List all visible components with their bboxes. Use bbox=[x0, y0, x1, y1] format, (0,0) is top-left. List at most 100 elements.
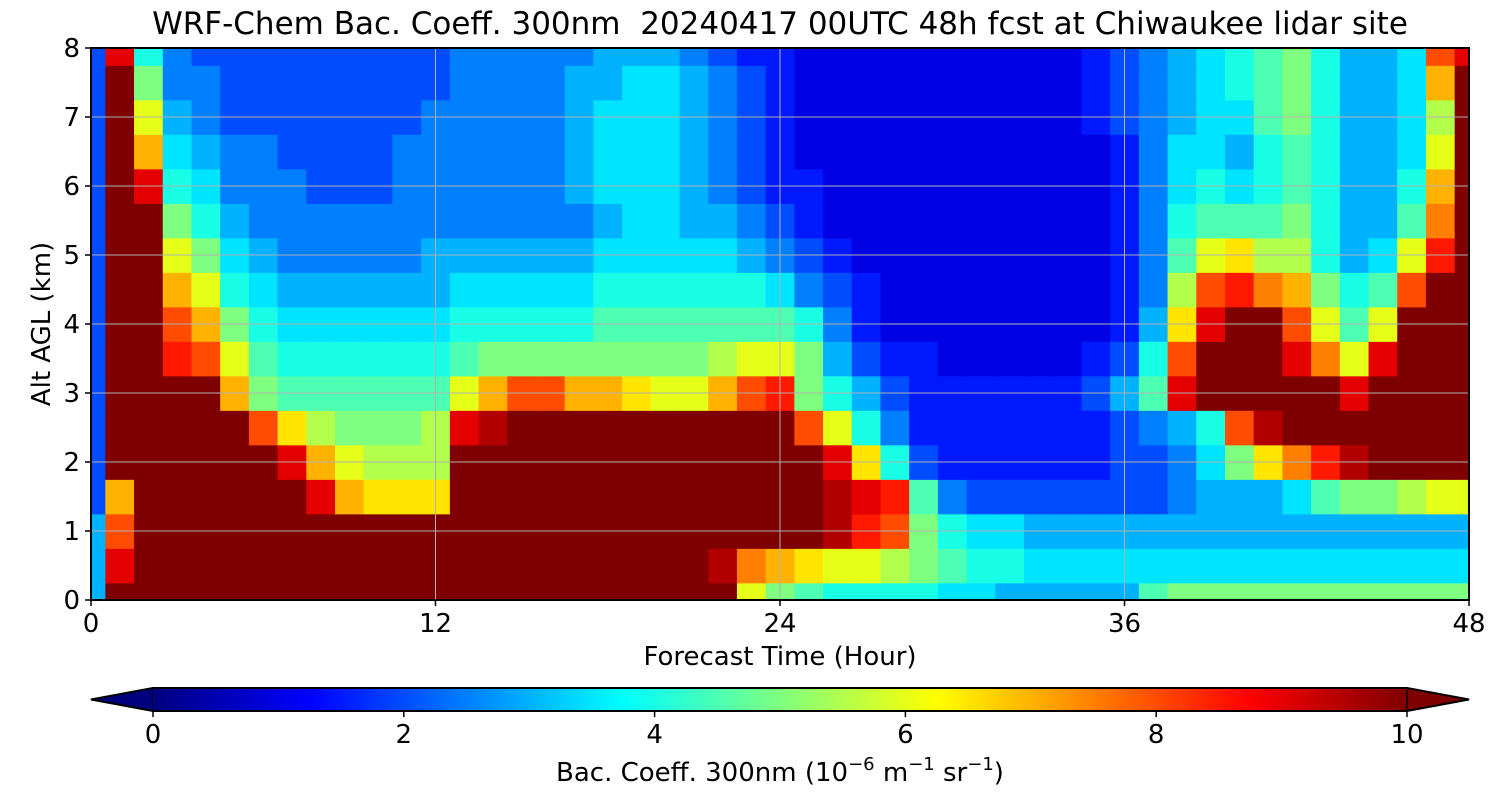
heatmap-cell bbox=[708, 582, 738, 600]
heatmap-cell bbox=[1282, 48, 1312, 66]
heatmap-cell bbox=[823, 65, 853, 101]
heatmap-cell bbox=[966, 48, 996, 66]
heatmap-cell bbox=[162, 582, 193, 600]
heatmap-cell bbox=[736, 203, 767, 239]
heatmap-cell bbox=[449, 341, 480, 377]
heatmap-cell bbox=[535, 203, 566, 239]
heatmap-cell bbox=[1454, 65, 1469, 101]
heatmap-cell bbox=[1397, 48, 1427, 66]
heatmap-cell bbox=[966, 272, 996, 308]
heatmap-cell bbox=[1138, 65, 1169, 101]
heatmap-cell bbox=[1368, 410, 1398, 446]
heatmap-cell bbox=[1397, 410, 1427, 446]
x-tick-label: 0 bbox=[83, 609, 100, 639]
heatmap-cell bbox=[248, 410, 279, 446]
heatmap-cell bbox=[1425, 65, 1456, 101]
heatmap-cell bbox=[650, 479, 681, 515]
heatmap-cell bbox=[105, 410, 135, 446]
heatmap-cell bbox=[91, 341, 106, 377]
heatmap-cell bbox=[1167, 203, 1197, 239]
heatmap-cell bbox=[564, 48, 594, 66]
heatmap-cell bbox=[105, 582, 135, 600]
heatmap-cell bbox=[449, 582, 480, 600]
heatmap-cell bbox=[708, 65, 738, 101]
heatmap-cell bbox=[679, 582, 709, 600]
heatmap-cell bbox=[1368, 582, 1398, 600]
heatmap-cell bbox=[736, 65, 767, 101]
heatmap-cell bbox=[1282, 582, 1312, 600]
heatmap-cell bbox=[823, 548, 853, 584]
y-tick-label: 4 bbox=[63, 310, 80, 340]
heatmap-cell bbox=[306, 582, 336, 600]
colorbar-label: Bac. Coeff. 300nm (10−6 m−1 sr−1) bbox=[556, 754, 1004, 788]
heatmap-cell bbox=[1052, 272, 1083, 308]
heatmap-cell bbox=[851, 134, 882, 170]
heatmap-cell bbox=[306, 272, 336, 308]
heatmap-cell bbox=[1253, 272, 1283, 308]
heatmap-cell bbox=[277, 65, 307, 101]
heatmap-cell bbox=[794, 134, 824, 170]
heatmap-cell bbox=[708, 410, 738, 446]
heatmap-cell bbox=[277, 272, 307, 308]
heatmap-cell bbox=[392, 203, 422, 239]
heatmap-cell bbox=[794, 479, 824, 515]
heatmap-cell bbox=[535, 134, 566, 170]
heatmap-cell bbox=[622, 134, 652, 170]
heatmap-cell bbox=[363, 134, 394, 170]
heatmap-cell bbox=[1311, 272, 1341, 308]
heatmap-cell bbox=[679, 479, 709, 515]
heatmap-cell bbox=[966, 203, 996, 239]
heatmap-cell bbox=[277, 48, 307, 66]
heatmap-cell bbox=[1081, 65, 1111, 101]
heatmap-cell bbox=[1167, 341, 1197, 377]
heatmap-cell bbox=[363, 341, 394, 377]
heatmap-cell bbox=[449, 410, 480, 446]
heatmap-cell bbox=[1253, 134, 1283, 170]
heatmap-cell bbox=[335, 582, 365, 600]
heatmap-cell bbox=[1282, 134, 1312, 170]
heatmap-cell bbox=[1454, 410, 1469, 446]
heatmap-cell bbox=[535, 341, 566, 377]
heatmap-cell bbox=[449, 134, 480, 170]
heatmap-cell bbox=[1425, 410, 1456, 446]
heatmap-cell bbox=[449, 48, 480, 66]
heatmap-cell bbox=[1454, 341, 1469, 377]
heatmap-cell bbox=[1368, 48, 1398, 66]
heatmap-cell bbox=[507, 65, 537, 101]
heatmap-cell bbox=[708, 48, 738, 66]
heatmap-cell bbox=[1167, 48, 1197, 66]
heatmap-cell bbox=[1368, 272, 1398, 308]
heatmap-cell bbox=[622, 65, 652, 101]
heatmap-cell bbox=[851, 65, 882, 101]
heatmap-cell bbox=[1339, 203, 1370, 239]
heatmap-cell bbox=[162, 48, 193, 66]
heatmap-cell bbox=[1196, 134, 1226, 170]
heatmap-cell bbox=[1024, 341, 1054, 377]
heatmap-cell bbox=[679, 410, 709, 446]
heatmap-cell bbox=[507, 48, 537, 66]
heatmap-cell bbox=[1224, 48, 1255, 66]
heatmap-cell bbox=[1224, 410, 1255, 446]
heatmap-cell bbox=[679, 272, 709, 308]
heatmap-cell bbox=[220, 272, 250, 308]
heatmap-cell bbox=[1224, 134, 1255, 170]
heatmap-cell bbox=[1052, 134, 1083, 170]
heatmap-cell bbox=[995, 272, 1025, 308]
heatmap-cell bbox=[1397, 479, 1427, 515]
heatmap-cell bbox=[1282, 65, 1312, 101]
heatmap-cell bbox=[91, 410, 106, 446]
heatmap-cell bbox=[794, 582, 824, 600]
chart-title: WRF-Chem Bac. Coeff. 300nm 20240417 00UT… bbox=[152, 6, 1408, 42]
heatmap-cell bbox=[335, 410, 365, 446]
heatmap-cell bbox=[1339, 134, 1370, 170]
heatmap-cell bbox=[937, 272, 968, 308]
heatmap-cell bbox=[105, 548, 135, 584]
heatmap-cell bbox=[736, 272, 767, 308]
heatmap-cell bbox=[507, 410, 537, 446]
heatmap-cell bbox=[593, 341, 623, 377]
heatmap-cell bbox=[91, 65, 106, 101]
heatmap-cell bbox=[679, 203, 709, 239]
heatmap-cell bbox=[622, 479, 652, 515]
heatmap-cell bbox=[1454, 479, 1469, 515]
heatmap-cell bbox=[363, 272, 394, 308]
